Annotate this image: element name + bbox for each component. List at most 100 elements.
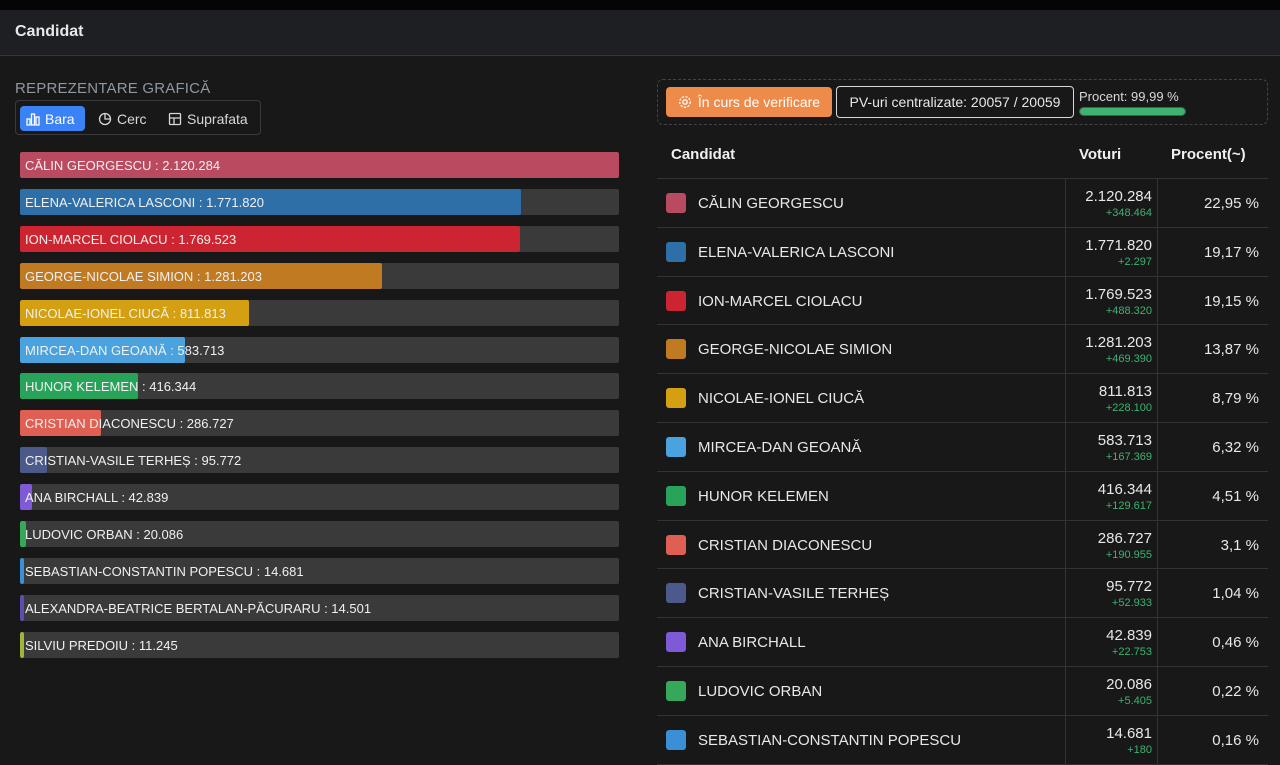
bar-label: NICOLAE-IONEL CIUCĂ : 811.813 (25, 305, 226, 321)
gear-icon (678, 96, 691, 108)
table-header: Candidat Voturi Procent(~) (657, 132, 1268, 179)
votes-delta: +2.297 (1118, 255, 1152, 268)
color-swatch (666, 534, 686, 555)
bar-fill (20, 410, 101, 437)
verify-status-button[interactable]: În curs de verificare (666, 87, 832, 117)
verify-status-label: În curs de verificare (697, 94, 821, 110)
bar-label: CRISTIAN-VASILE TERHEȘ : 95.772 (25, 453, 242, 469)
bar-label: ANA BIRCHALL : 42.839 (25, 490, 169, 506)
page-title: Candidat (15, 23, 84, 40)
bar-row[interactable]: LUDOVIC ORBAN : 20.086 (20, 521, 619, 547)
bar-row[interactable]: CĂLIN GEORGESCU : 2.120.284 (20, 152, 619, 178)
votes-delta: +22.753 (1111, 646, 1152, 659)
tab-bara-label: Bara (45, 110, 75, 127)
color-swatch (666, 193, 686, 213)
color-swatch (666, 436, 686, 457)
column-divider (1065, 422, 1066, 471)
column-divider (1065, 374, 1066, 422)
bar-fill (20, 373, 138, 400)
tab-bara[interactable]: Bara (20, 106, 85, 131)
table-row[interactable]: SEBASTIAN-CONSTANTIN POPESCU 14.681 +180 0,… (657, 715, 1268, 765)
percent-value: 19,15 % (1203, 292, 1259, 310)
column-divider (1157, 520, 1158, 569)
tab-suprafata-label: Suprafata (187, 110, 248, 127)
table-row[interactable]: CĂLIN GEORGESCU 2.120.284 +348.464 22,95 % (657, 179, 1268, 228)
column-divider (1157, 422, 1158, 471)
percent-value: 3,1 % (1220, 536, 1259, 554)
column-divider (1065, 715, 1066, 764)
candidate-name: ELENA-VALERICA LASCONI (698, 243, 895, 261)
bar-fill (20, 447, 47, 474)
column-divider (1065, 618, 1066, 666)
bar-fill (20, 484, 32, 511)
table-row[interactable]: LUDOVIC ORBAN 20.086 +5.405 0,22 % (657, 666, 1268, 716)
votes-value: 416.344 (1097, 480, 1152, 498)
bar-fill (20, 262, 382, 289)
color-swatch (666, 729, 686, 750)
column-divider (1157, 179, 1158, 227)
bar-row[interactable]: SILVIU PREDOIU : 11.245 (20, 631, 619, 658)
bar-fill (20, 152, 619, 178)
column-divider (1065, 325, 1066, 374)
bar-label: ELENA-VALERICA LASCONI : 1.771.820 (25, 194, 264, 210)
bar-label: SILVIU PREDOIU : 11.245 (25, 637, 178, 653)
bar-row[interactable]: MIRCEA-DAN GEOANĂ : 583.713 (20, 336, 619, 363)
table-row[interactable]: ANA BIRCHALL 42.839 +22.753 0,46 % (657, 618, 1268, 667)
col-header-percent[interactable]: Procent(~) (1171, 146, 1246, 163)
bar-row[interactable]: CRISTIAN DIACONESCU : 286.727 (20, 410, 619, 437)
column-divider (1157, 618, 1158, 666)
table-row[interactable]: CRISTIAN DIACONESCU 286.727 +190.955 3,1 % (657, 520, 1268, 570)
percent-value: 0,22 % (1212, 682, 1259, 700)
bar-row[interactable]: HUNOR KELEMEN : 416.344 (20, 373, 619, 400)
percent-value: 0,16 % (1212, 731, 1259, 749)
area-chart-icon (168, 112, 182, 125)
votes-delta: +348.464 (1105, 207, 1152, 219)
bar-row[interactable]: CRISTIAN-VASILE TERHEȘ : 95.772 (20, 447, 619, 474)
percent-value: 0,46 % (1212, 634, 1259, 652)
pie-chart-icon (98, 112, 112, 125)
bar-label: CĂLIN GEORGESCU : 2.120.284 (25, 158, 221, 173)
table-row[interactable]: HUNOR KELEMEN 416.344 +129.617 4,51 % (657, 471, 1268, 521)
table-row[interactable]: ION-MARCEL CIOLACU 1.769.523 +488.320 19,15… (657, 276, 1268, 326)
table-row[interactable]: CRISTIAN-VASILE TERHEȘ 95.772 +52.933 1,04 … (657, 569, 1268, 619)
color-swatch (666, 583, 686, 604)
column-divider (1065, 520, 1066, 569)
votes-delta: +469.390 (1105, 353, 1152, 366)
table-row[interactable]: GEORGE-NICOLAE SIMION 1.281.203 +469.390 13… (657, 325, 1268, 375)
col-header-candidate[interactable]: Candidat (671, 146, 736, 163)
bar-fill (20, 299, 249, 326)
color-swatch (666, 680, 686, 701)
column-divider (1157, 666, 1158, 715)
percent-progress-fill (1080, 108, 1185, 115)
tab-suprafata[interactable]: Suprafata (162, 106, 258, 131)
table-row[interactable]: NICOLAE-IONEL CIUCĂ 811.813 +228.100 8,79 % (657, 374, 1268, 423)
table-row[interactable]: ELENA-VALERICA LASCONI 1.771.820 +2.297 19,… (657, 227, 1268, 277)
bar-row[interactable]: ELENA-VALERICA LASCONI : 1.771.820 (20, 188, 619, 215)
pv-counter-badge: PV-uri centralizate: 20057 / 20059 (836, 86, 1074, 118)
bar-row[interactable]: ANA BIRCHALL : 42.839 (20, 484, 619, 511)
candidate-name: SEBASTIAN-CONSTANTIN POPESCU (698, 731, 962, 749)
candidate-name: GEORGE-NICOLAE SIMION (698, 341, 893, 359)
column-divider (1065, 179, 1066, 227)
bar-fill (20, 225, 520, 252)
tab-cerc[interactable]: Cerc (92, 106, 154, 131)
percent-value: 22,95 % (1203, 195, 1259, 212)
bar-row[interactable]: ION-MARCEL CIOLACU : 1.769.523 (20, 225, 619, 252)
votes-value: 95.772 (1106, 578, 1152, 596)
bar-row[interactable]: GEORGE-NICOLAE SIMION : 1.281.203 (20, 262, 619, 289)
column-divider (1065, 227, 1066, 276)
votes-delta: +129.617 (1105, 499, 1152, 512)
bar-row[interactable]: ALEXANDRA-BEATRICE BERTALAN-PĂCURARU : 1… (20, 594, 619, 621)
bar-row[interactable]: SEBASTIAN-CONSTANTIN POPESCU : 14.681 (20, 557, 619, 584)
color-swatch (666, 388, 686, 409)
color-swatch (666, 485, 686, 506)
bar-label: HUNOR KELEMEN : 416.344 (25, 379, 197, 395)
col-header-votes[interactable]: Voturi (1079, 146, 1122, 163)
votes-value: 286.727 (1097, 529, 1152, 547)
chart-section-label: REPREZENTARE GRAFICĂ (15, 80, 211, 97)
votes-value: 1.771.820 (1085, 236, 1152, 254)
table-row[interactable]: MIRCEA-DAN GEOANĂ 583.713 +167.369 6,32 % (657, 422, 1268, 472)
color-swatch (666, 632, 686, 653)
bar-row[interactable]: NICOLAE-IONEL CIUCĂ : 811.813 (20, 299, 619, 326)
column-divider (1157, 374, 1158, 422)
